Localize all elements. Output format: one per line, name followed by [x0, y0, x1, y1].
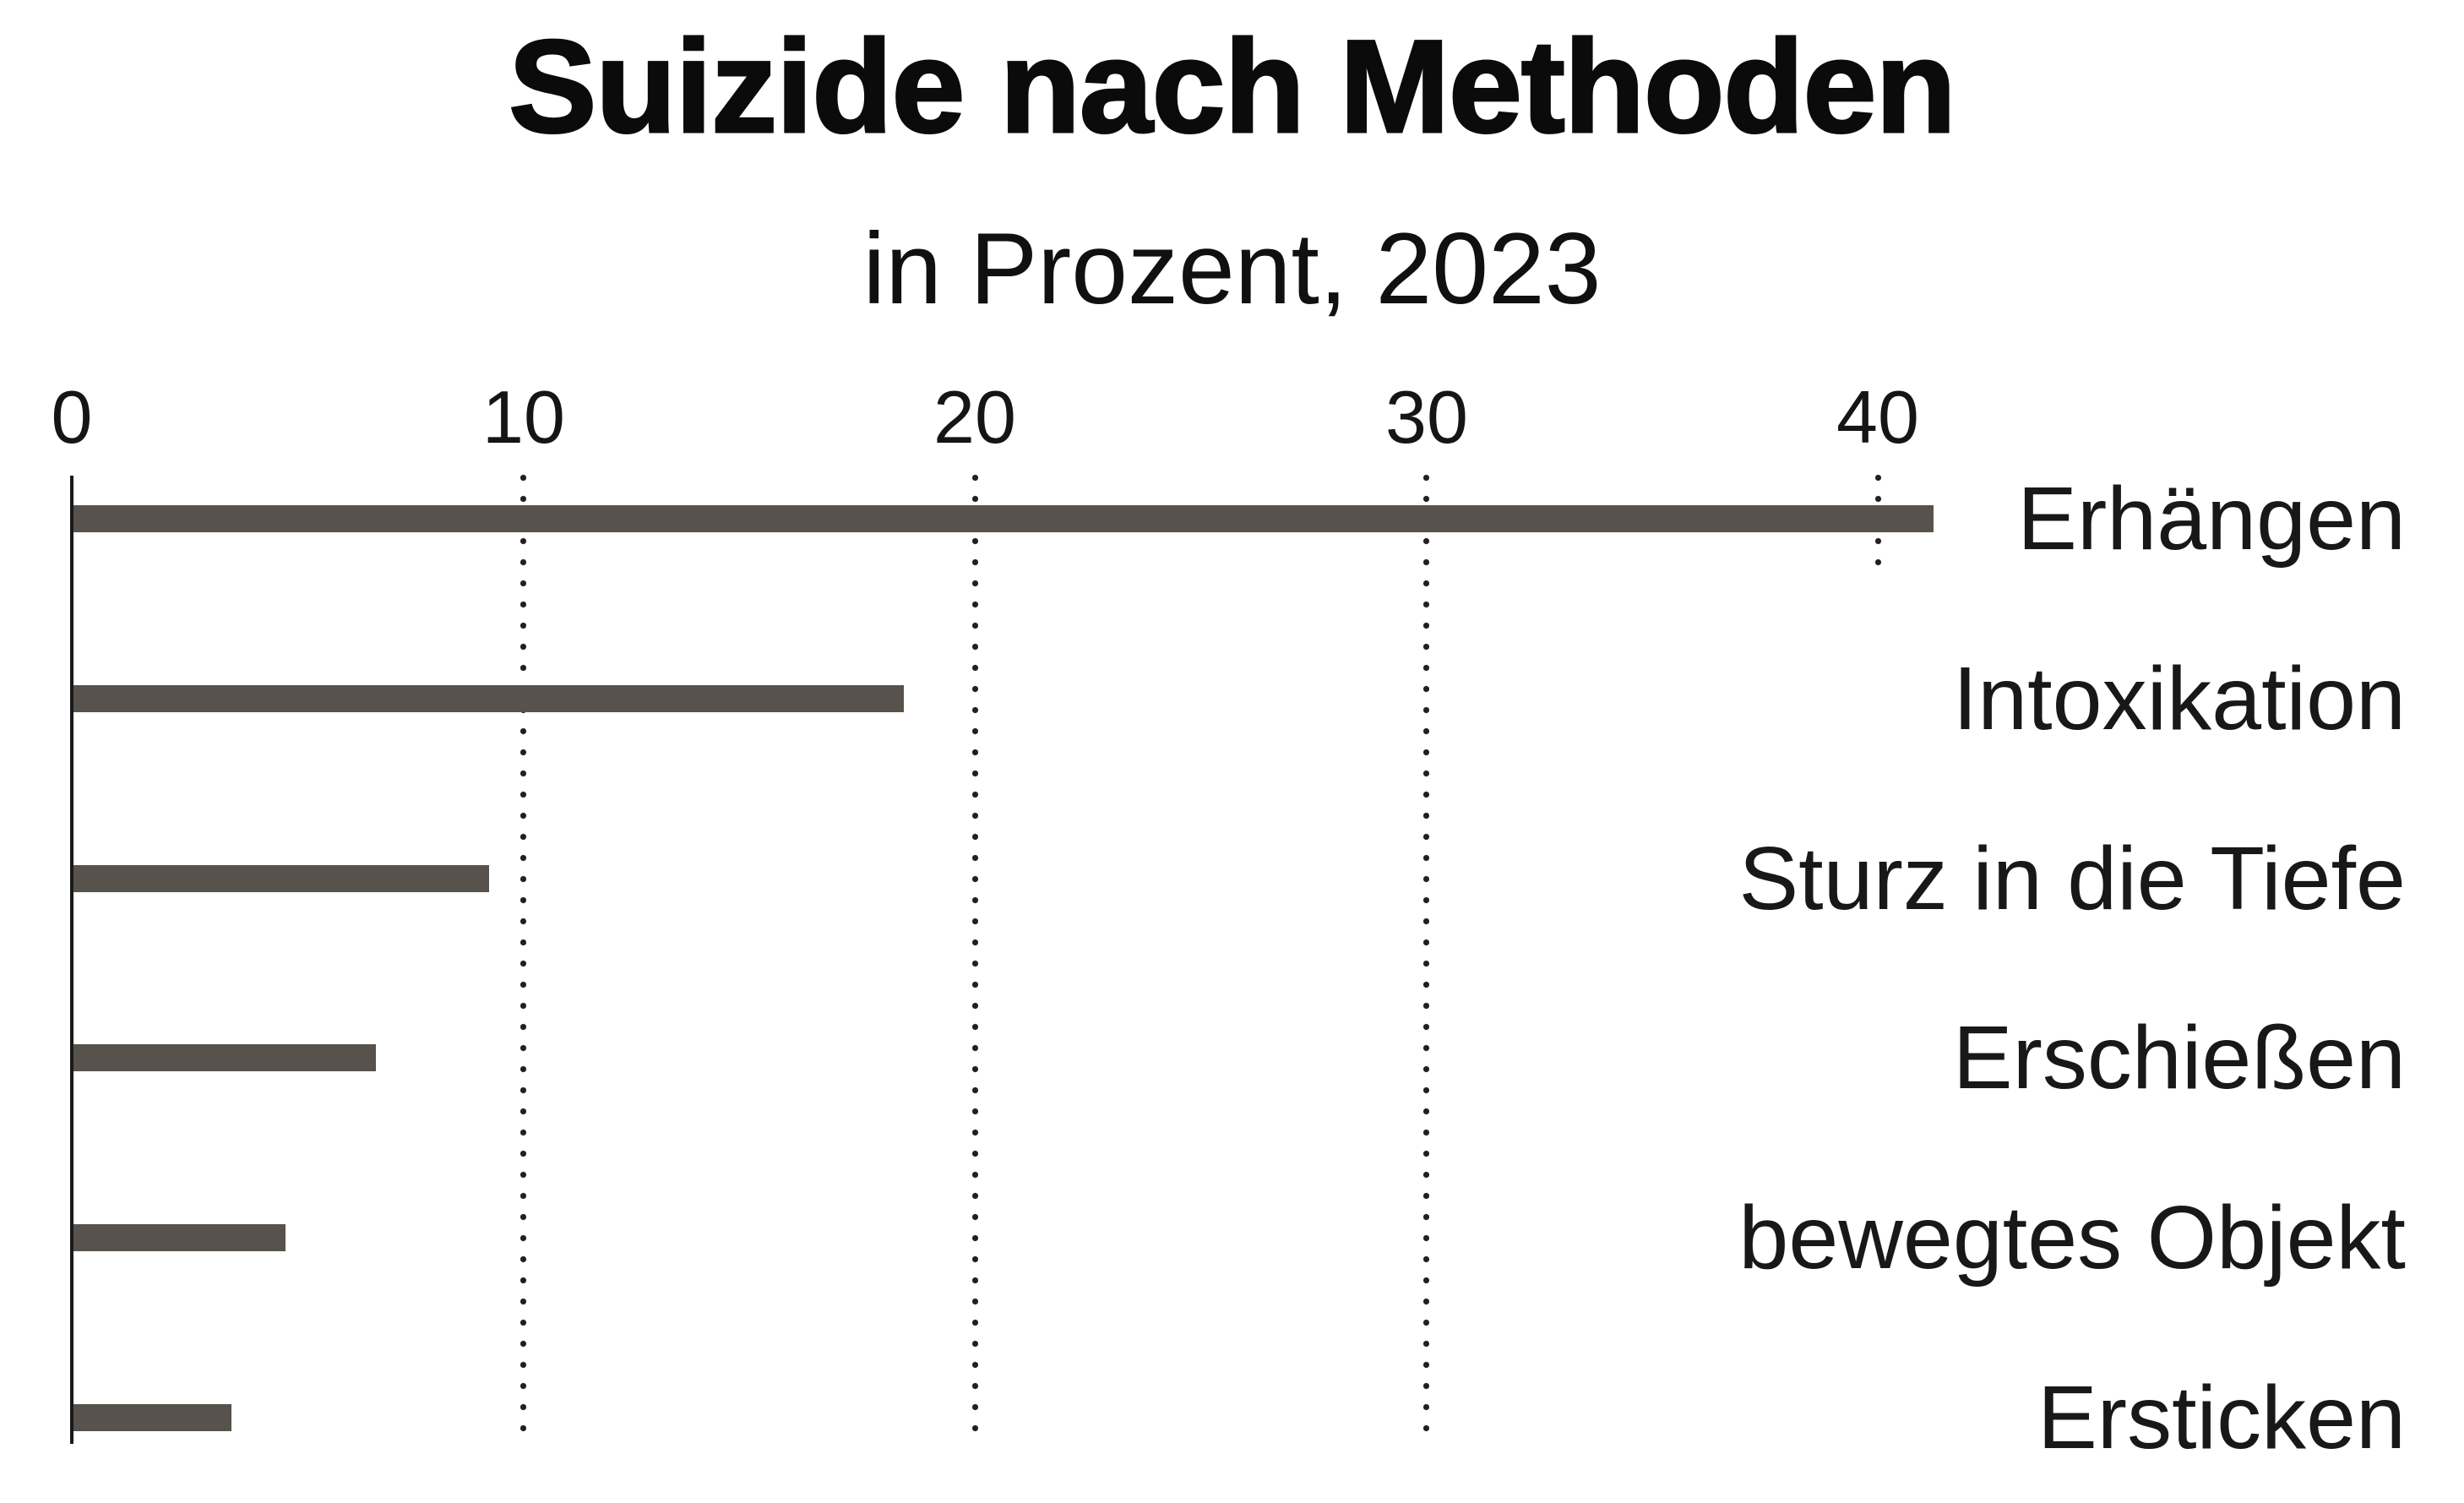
x-axis-tick-label: 40: [1836, 375, 1919, 459]
bar-intoxikation: [73, 685, 904, 712]
x-axis-tick-label: 10: [482, 375, 565, 459]
x-axis-tick-label: 0: [51, 375, 93, 459]
bar-erschiessen: [73, 1044, 376, 1071]
category-label: Intoxikation: [1952, 649, 2406, 749]
category-label: Erhängen: [2017, 469, 2406, 569]
category-label: Ersticken: [2037, 1368, 2406, 1468]
bar-erhaengen: [73, 505, 1934, 532]
bar-sturz-in-die-tiefe: [73, 865, 489, 892]
y-axis-line: [70, 476, 73, 1444]
x-axis-tick-label: 20: [933, 375, 1016, 459]
gridline-10: [520, 467, 526, 1437]
x-axis-tick-label: 30: [1385, 375, 1468, 459]
chart-subtitle: in Prozent, 2023: [862, 212, 1602, 325]
gridline-30: [1423, 467, 1429, 1437]
bar-ersticken: [73, 1404, 231, 1431]
category-label: Sturz in die Tiefe: [1738, 829, 2406, 928]
gridline-20: [972, 467, 978, 1437]
chart-title: Suizide nach Methoden: [508, 12, 1957, 161]
category-label: bewegtes Objekt: [1738, 1188, 2406, 1288]
bar-bewegtes-objekt: [73, 1224, 286, 1251]
category-label: Erschießen: [1952, 1008, 2406, 1108]
